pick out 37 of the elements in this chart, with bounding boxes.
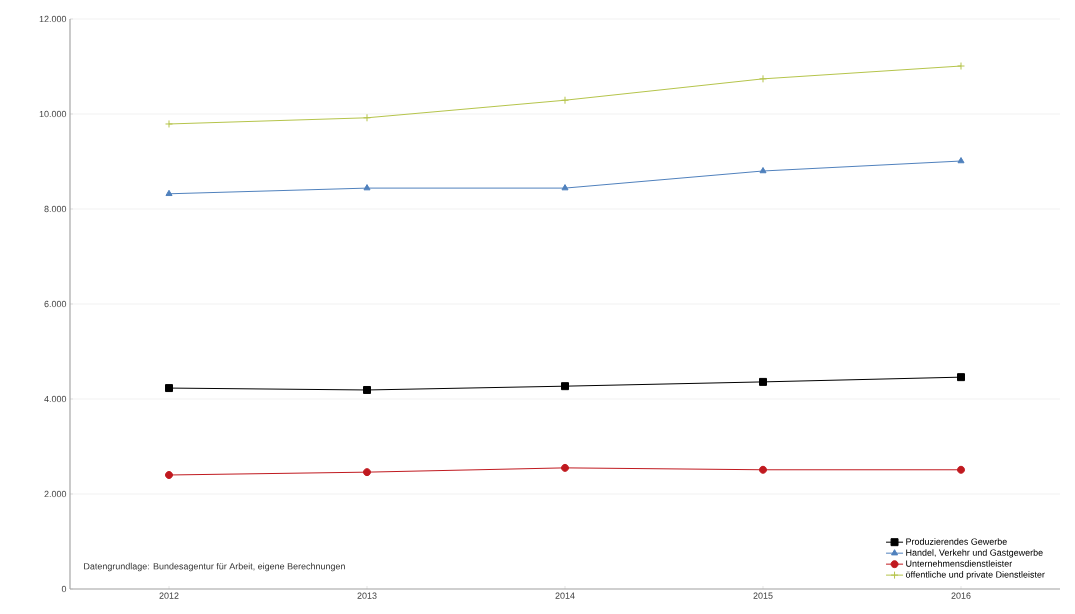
point: [957, 62, 965, 70]
y-tick-label: 0: [61, 585, 67, 593]
point: [165, 189, 173, 197]
x-tick-label: 2015: [753, 592, 773, 599]
point: [561, 184, 569, 191]
point: [165, 384, 173, 393]
legend-label: Unternehmensdienstleister: [906, 560, 1013, 567]
point: [957, 465, 965, 474]
y-tick-label: 12.000: [39, 15, 67, 23]
annotation: Datengrundlage: Bundesagentur für Arbeit, eigene Berechnungen: [84, 562, 345, 572]
point: [561, 96, 569, 105]
point: [957, 373, 965, 382]
y-tick-label: 8.000: [44, 205, 67, 213]
point: [165, 471, 173, 479]
point: [165, 119, 173, 128]
legend-label: öffentliche und private Dienstleister: [905, 571, 1045, 580]
point: [759, 74, 767, 83]
x-tick-label: 2012: [159, 592, 179, 599]
legend-label: Handel, Verkehr und Gastgewerbe: [906, 549, 1043, 558]
point: [759, 167, 767, 174]
x-tick-label: 2014: [555, 592, 575, 599]
y-tick-label: 2.000: [44, 490, 67, 498]
point: [363, 184, 371, 191]
point: [363, 385, 371, 394]
point: [561, 382, 569, 391]
point: [957, 157, 965, 164]
y-tick-label: 4.000: [44, 395, 67, 403]
point: [561, 463, 569, 472]
y-tick-label: 6.000: [44, 300, 67, 308]
point: [759, 465, 767, 474]
x-tick-label: 2016: [951, 592, 971, 599]
point: [759, 377, 767, 386]
legend-label: Produzierendes Gewerbe: [906, 538, 1007, 545]
point: [363, 468, 371, 477]
y-tick-label: 10.000: [39, 110, 67, 118]
point: [363, 113, 371, 122]
x-tick-label: 2013: [357, 592, 377, 599]
